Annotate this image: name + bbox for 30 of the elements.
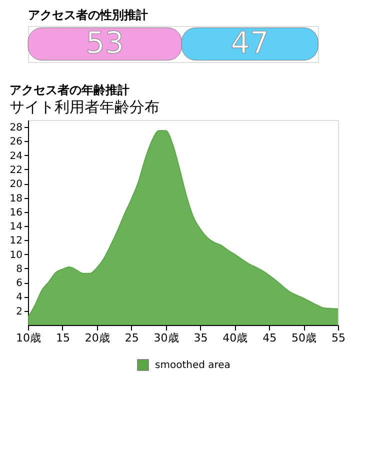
chart-title: アクセス者の年齢推計: [9, 83, 130, 97]
x-tick-label: 45: [262, 332, 277, 344]
y-tick-label: 28: [10, 122, 22, 134]
y-tick-label: 20: [10, 179, 22, 190]
x-tick-label: 15: [56, 332, 70, 344]
x-tick-label: 30歳: [154, 332, 179, 344]
x-tick-label: 20歳: [84, 332, 110, 344]
y-tick-label: 10: [10, 250, 22, 261]
y-tick-label: 4: [16, 292, 22, 304]
data-label: 47: [230, 26, 269, 61]
chart-title: アクセス者の性別推計: [28, 8, 148, 22]
y-tick-label: 24: [10, 150, 22, 162]
x-tick-label: 35: [194, 332, 208, 344]
y-tick-label: 22: [10, 164, 22, 176]
x-tick-label: 10歳: [16, 332, 41, 344]
legend-label: smoothed area: [155, 360, 230, 371]
x-tick-label: 25: [124, 332, 139, 344]
y-tick-label: 18: [10, 193, 22, 204]
y-tick-label: 8: [16, 264, 22, 275]
x-tick-label: 40歳: [222, 332, 248, 344]
y-tick-label: 12: [10, 236, 22, 247]
y-tick-label: 16: [10, 207, 22, 218]
chart-subtitle: サイト利用者年齢分布: [9, 98, 160, 116]
y-tick-label: 6: [16, 278, 22, 290]
y-tick-label: 2: [16, 306, 22, 318]
y-tick-label: 26: [10, 136, 22, 148]
x-tick-label: 55: [332, 332, 346, 344]
data-label: 53: [86, 26, 124, 61]
y-tick-label: 14: [10, 222, 22, 233]
x-tick-label: 50歳: [292, 332, 317, 344]
